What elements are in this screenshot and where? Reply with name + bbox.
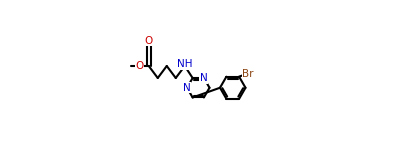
Text: O: O	[145, 36, 153, 45]
Text: N: N	[183, 83, 191, 93]
Text: Br: Br	[243, 69, 254, 79]
Text: O: O	[135, 61, 144, 71]
Text: N: N	[200, 73, 208, 83]
Text: NH: NH	[177, 60, 192, 69]
